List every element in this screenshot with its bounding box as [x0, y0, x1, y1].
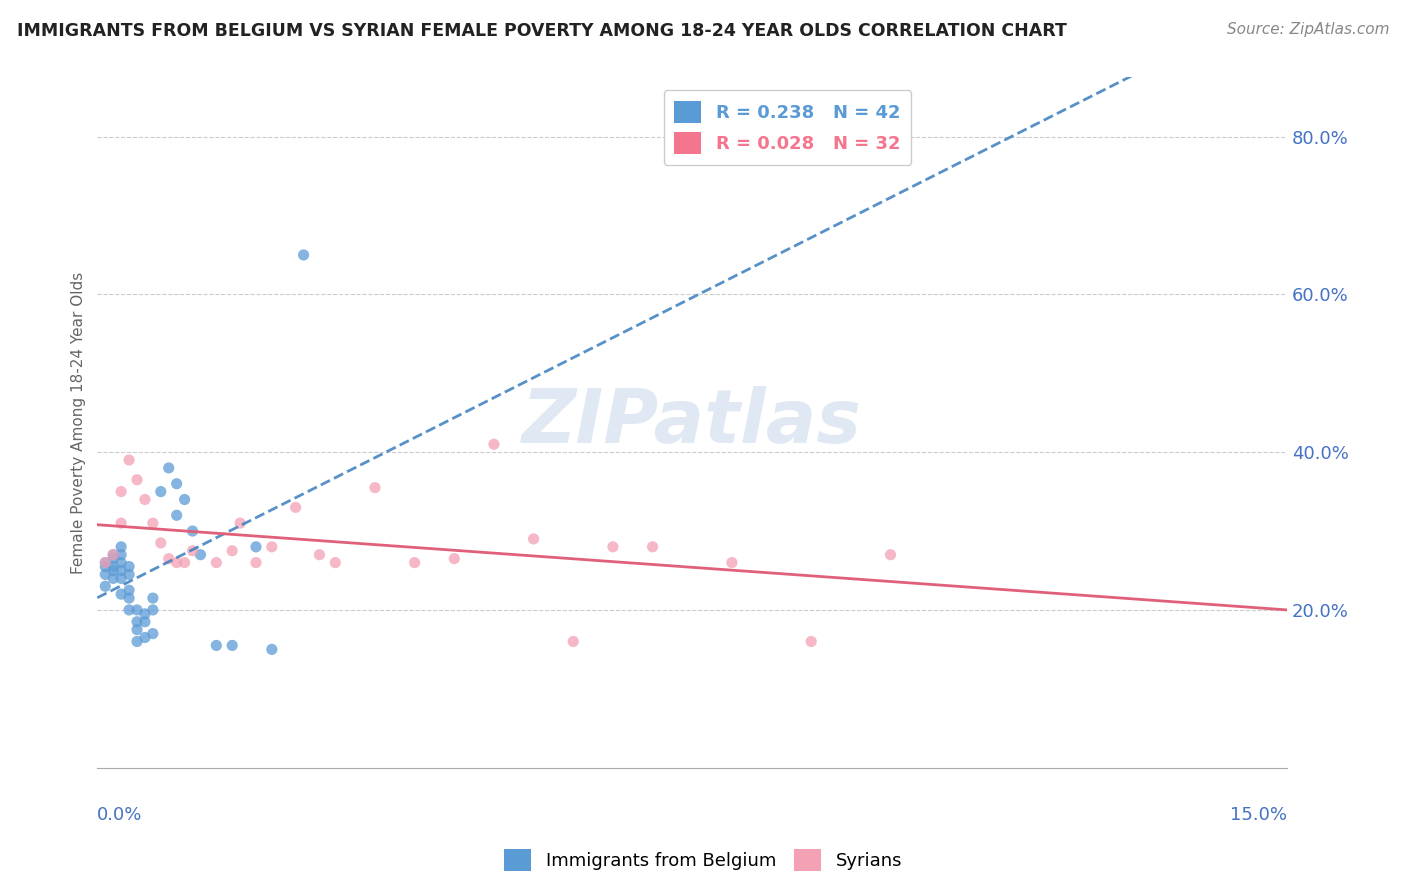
Point — [260, 540, 283, 554]
Point — [245, 556, 267, 570]
Point — [103, 551, 125, 566]
Point — [221, 639, 243, 653]
Point — [364, 481, 387, 495]
Point — [181, 524, 204, 538]
Point — [94, 556, 117, 570]
Point — [118, 591, 141, 606]
Point — [602, 540, 624, 554]
Point — [157, 461, 180, 475]
Point — [166, 556, 188, 570]
Legend: R = 0.238   N = 42, R = 0.028   N = 32: R = 0.238 N = 42, R = 0.028 N = 32 — [664, 90, 911, 165]
Point — [284, 500, 307, 515]
Point — [118, 559, 141, 574]
Point — [229, 516, 252, 530]
Point — [118, 453, 141, 467]
Point — [103, 571, 125, 585]
Point — [221, 543, 243, 558]
Point — [142, 591, 165, 606]
Point — [118, 583, 141, 598]
Text: 15.0%: 15.0% — [1230, 805, 1286, 823]
Point — [323, 556, 346, 570]
Point — [110, 548, 132, 562]
Point — [173, 556, 195, 570]
Point — [125, 634, 148, 648]
Point — [482, 437, 505, 451]
Point — [166, 508, 188, 523]
Point — [125, 603, 148, 617]
Point — [205, 556, 228, 570]
Y-axis label: Female Poverty Among 18-24 Year Olds: Female Poverty Among 18-24 Year Olds — [72, 271, 86, 574]
Point — [103, 559, 125, 574]
Point — [879, 548, 901, 562]
Point — [110, 587, 132, 601]
Point — [134, 631, 156, 645]
Point — [190, 548, 212, 562]
Point — [134, 492, 156, 507]
Point — [134, 607, 156, 621]
Point — [157, 551, 180, 566]
Point — [125, 615, 148, 629]
Text: IMMIGRANTS FROM BELGIUM VS SYRIAN FEMALE POVERTY AMONG 18-24 YEAR OLDS CORRELATI: IMMIGRANTS FROM BELGIUM VS SYRIAN FEMALE… — [17, 22, 1067, 40]
Point — [523, 532, 546, 546]
Point — [94, 559, 117, 574]
Point — [142, 516, 165, 530]
Text: Source: ZipAtlas.com: Source: ZipAtlas.com — [1226, 22, 1389, 37]
Point — [308, 548, 330, 562]
Point — [641, 540, 664, 554]
Point — [103, 564, 125, 578]
Point — [110, 540, 132, 554]
Point — [181, 543, 204, 558]
Point — [110, 571, 132, 585]
Point — [134, 615, 156, 629]
Point — [118, 567, 141, 582]
Point — [110, 564, 132, 578]
Point — [404, 556, 426, 570]
Point — [103, 548, 125, 562]
Point — [118, 603, 141, 617]
Point — [125, 623, 148, 637]
Point — [205, 639, 228, 653]
Point — [110, 556, 132, 570]
Point — [562, 634, 585, 648]
Point — [94, 579, 117, 593]
Point — [260, 642, 283, 657]
Point — [800, 634, 823, 648]
Point — [149, 536, 172, 550]
Point — [443, 551, 465, 566]
Point — [110, 484, 132, 499]
Point — [173, 492, 195, 507]
Point — [142, 626, 165, 640]
Point — [721, 556, 744, 570]
Point — [149, 484, 172, 499]
Point — [245, 540, 267, 554]
Point — [125, 473, 148, 487]
Point — [292, 248, 315, 262]
Point — [103, 548, 125, 562]
Point — [142, 603, 165, 617]
Legend: Immigrants from Belgium, Syrians: Immigrants from Belgium, Syrians — [496, 842, 910, 879]
Point — [166, 476, 188, 491]
Text: ZIPatlas: ZIPatlas — [522, 386, 862, 459]
Point — [94, 556, 117, 570]
Point — [110, 516, 132, 530]
Text: 0.0%: 0.0% — [97, 805, 143, 823]
Point — [94, 567, 117, 582]
